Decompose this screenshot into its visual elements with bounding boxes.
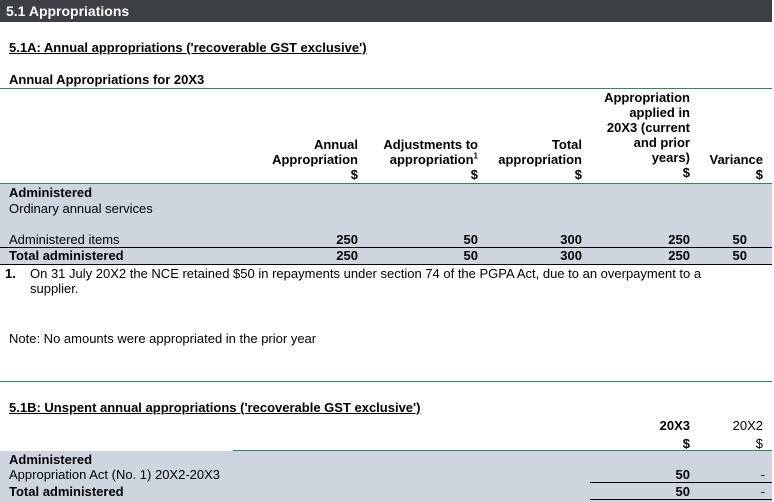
cell-total-applied: 250 <box>668 248 690 263</box>
col-total-appropriation: Total appropriation $ <box>498 137 582 182</box>
subsection-title-b: 5.1B: Unspent annual appropriations ('re… <box>9 400 421 415</box>
administered-band-b <box>0 451 772 502</box>
cell-items-applied: 250 <box>668 232 690 247</box>
cell-total-adjust: 50 <box>463 248 478 263</box>
table-top-rule <box>0 88 772 89</box>
table-title: Annual Appropriations for 20X3 <box>9 72 205 87</box>
cell-items-annual: 250 <box>336 232 358 247</box>
cell-total-b-20x2: - <box>760 484 765 499</box>
b-header-rule <box>233 450 772 451</box>
cell-items-variance: 50 <box>732 232 747 247</box>
note-text: Note: No amounts were appropriated in th… <box>9 331 317 346</box>
group-label-a: Administered <box>9 185 93 200</box>
col-annual-appropriation: Annual Appropriation $ <box>272 137 358 182</box>
row-label-items: Administered items <box>9 232 120 247</box>
cell-total-annual: 250 <box>336 248 358 263</box>
col-appropriation-applied: Appropriation applied in 20X3 (current a… <box>604 90 690 180</box>
row-label-total-b: Total administered <box>9 484 124 499</box>
subsection-title-a: 5.1A: Annual appropriations ('recoverabl… <box>9 40 367 55</box>
col-20x3: 20X3 $ <box>659 418 690 451</box>
header-bottom-rule <box>0 183 772 184</box>
row-divider <box>0 247 772 248</box>
cell-total-b-20x3: 50 <box>675 484 690 499</box>
col-variance: Variance $ <box>709 152 764 182</box>
cell-items-adjust: 50 <box>463 232 478 247</box>
group-sub-label: Ordinary annual services <box>9 201 153 216</box>
section-divider-rule <box>0 381 772 382</box>
cell-items-total: 300 <box>560 232 582 247</box>
row-label-total-a: Total administered <box>9 248 124 263</box>
group-label-b: Administered <box>9 452 93 467</box>
cell-total-variance: 50 <box>732 248 747 263</box>
section-header: 5.1 Appropriations <box>0 0 772 22</box>
administered-band <box>0 184 772 264</box>
b-row-divider <box>590 482 772 483</box>
cell-total-total: 300 <box>560 248 582 263</box>
footnote-marker: 1 <box>473 151 478 161</box>
col-20x2: 20X2 $ <box>732 418 763 451</box>
footnote-text: On 31 July 20X2 the NCE retained $50 in … <box>30 266 702 296</box>
col-adjustments: Adjustments to appropriation1 $ <box>383 137 478 182</box>
cell-act-20x3: 50 <box>675 467 690 482</box>
footnote-number: 1. <box>5 266 16 281</box>
row-label-act: Appropriation Act (No. 1) 20X2-20X3 <box>9 467 221 482</box>
b-bottom-rule <box>590 499 772 500</box>
table-bottom-rule <box>0 264 772 265</box>
cell-act-20x2: - <box>760 467 765 482</box>
